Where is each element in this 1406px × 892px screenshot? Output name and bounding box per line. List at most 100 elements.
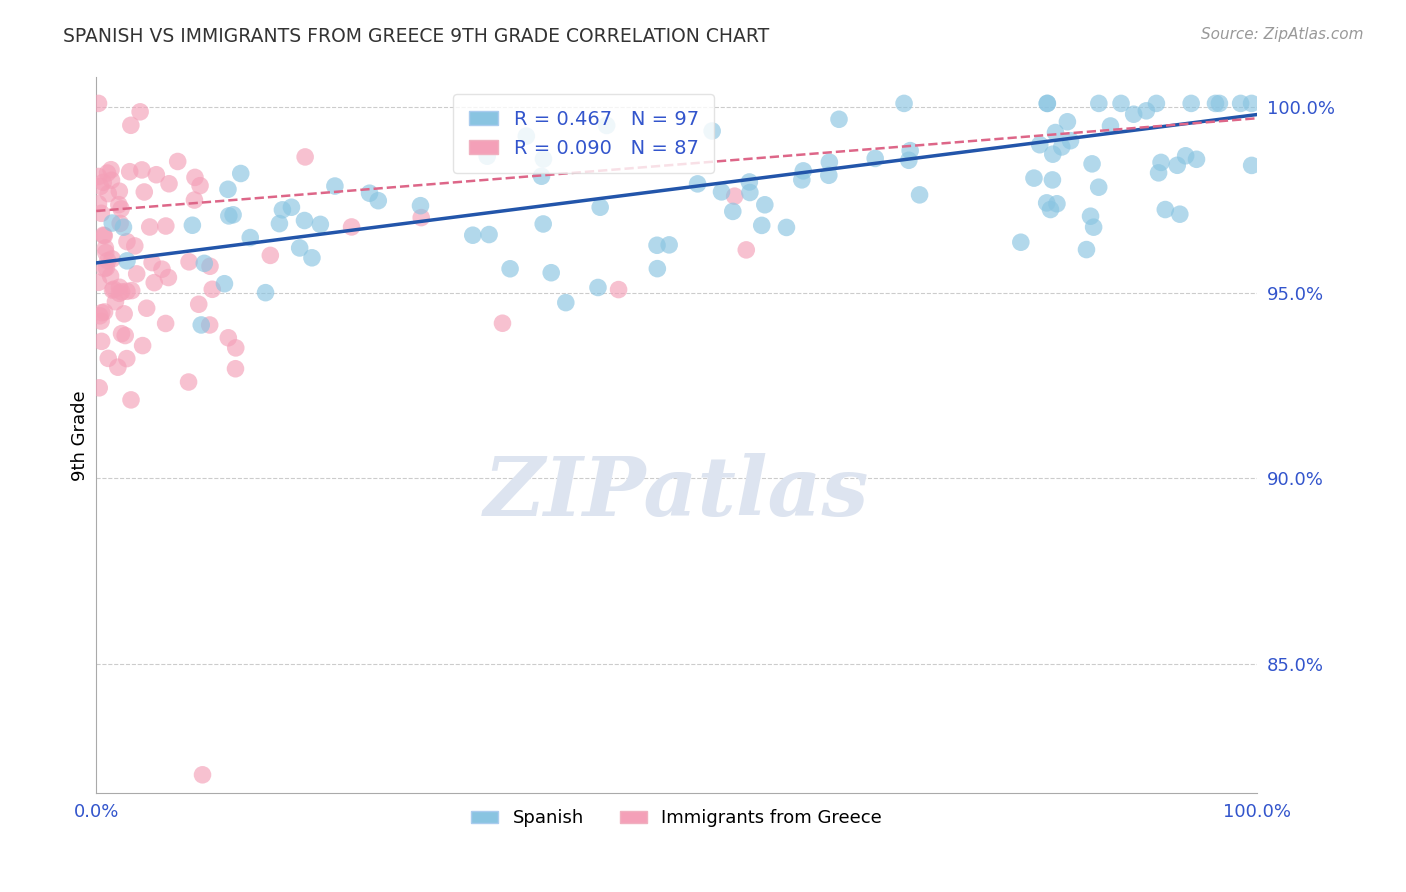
Point	[533, 152, 555, 166]
Point	[288, 241, 311, 255]
Text: Source: ZipAtlas.com: Source: ZipAtlas.com	[1201, 27, 1364, 42]
Point	[359, 186, 381, 201]
Point	[217, 182, 239, 196]
Point	[738, 186, 761, 200]
Point	[645, 238, 668, 252]
Point	[724, 189, 747, 203]
Point	[586, 280, 609, 294]
Point	[108, 280, 131, 294]
Point	[1122, 107, 1144, 121]
Point	[1081, 157, 1104, 171]
Point	[1240, 96, 1263, 111]
Point	[1174, 149, 1197, 163]
Point	[721, 204, 744, 219]
Point	[100, 173, 122, 187]
Point	[1046, 196, 1069, 211]
Point	[1154, 202, 1177, 217]
Point	[1035, 195, 1057, 210]
Point	[1150, 155, 1173, 169]
Point	[177, 255, 200, 269]
Point	[157, 177, 180, 191]
Point	[108, 197, 131, 211]
Point	[1240, 158, 1263, 172]
Point	[97, 351, 120, 366]
Point	[478, 227, 501, 242]
Point	[100, 268, 122, 283]
Point	[1135, 103, 1157, 118]
Point	[554, 295, 576, 310]
Point	[115, 235, 138, 249]
Point	[1099, 119, 1122, 133]
Point	[1036, 96, 1059, 111]
Point	[710, 185, 733, 199]
Point	[1109, 96, 1132, 111]
Point	[1087, 180, 1109, 194]
Text: ZIPatlas: ZIPatlas	[484, 452, 869, 533]
Point	[90, 306, 112, 320]
Point	[97, 186, 120, 201]
Point	[121, 284, 143, 298]
Point	[461, 228, 484, 243]
Point	[792, 164, 814, 178]
Point	[531, 217, 554, 231]
Point	[143, 276, 166, 290]
Point	[87, 96, 110, 111]
Point	[87, 276, 110, 290]
Point	[411, 211, 433, 225]
Point	[863, 152, 886, 166]
Point	[100, 162, 122, 177]
Point	[93, 261, 115, 276]
Point	[217, 331, 239, 345]
Point	[101, 283, 124, 297]
Point	[1229, 96, 1251, 111]
Point	[108, 286, 131, 301]
Point	[155, 219, 177, 233]
Point	[193, 256, 215, 270]
Point	[187, 297, 209, 311]
Point	[90, 206, 112, 220]
Point	[254, 285, 277, 300]
Point	[157, 270, 180, 285]
Point	[477, 149, 499, 163]
Point	[198, 259, 221, 273]
Point	[190, 318, 212, 332]
Point	[229, 166, 252, 180]
Point	[754, 198, 776, 212]
Point	[112, 307, 135, 321]
Point	[89, 381, 111, 395]
Point	[259, 248, 281, 262]
Point	[134, 185, 156, 199]
Point	[188, 178, 211, 193]
Point	[94, 245, 117, 260]
Point	[225, 341, 247, 355]
Point	[115, 285, 138, 299]
Point	[309, 218, 332, 232]
Point	[540, 266, 562, 280]
Point	[124, 239, 146, 253]
Point	[224, 361, 246, 376]
Point	[897, 153, 920, 168]
Point	[145, 168, 167, 182]
Point	[530, 169, 553, 184]
Point	[595, 119, 617, 133]
Point	[1168, 207, 1191, 221]
Point	[125, 267, 148, 281]
Point	[499, 261, 522, 276]
Point	[181, 219, 204, 233]
Point	[97, 253, 120, 268]
Point	[135, 301, 157, 316]
Point	[1039, 202, 1062, 217]
Point	[120, 118, 142, 132]
Point	[908, 187, 931, 202]
Point	[96, 260, 118, 275]
Point	[104, 294, 127, 309]
Point	[269, 217, 291, 231]
Point	[150, 262, 173, 277]
Point	[177, 375, 200, 389]
Point	[110, 285, 132, 299]
Point	[1208, 96, 1230, 111]
Point	[114, 328, 136, 343]
Point	[218, 209, 240, 223]
Point	[214, 277, 236, 291]
Point	[184, 170, 207, 185]
